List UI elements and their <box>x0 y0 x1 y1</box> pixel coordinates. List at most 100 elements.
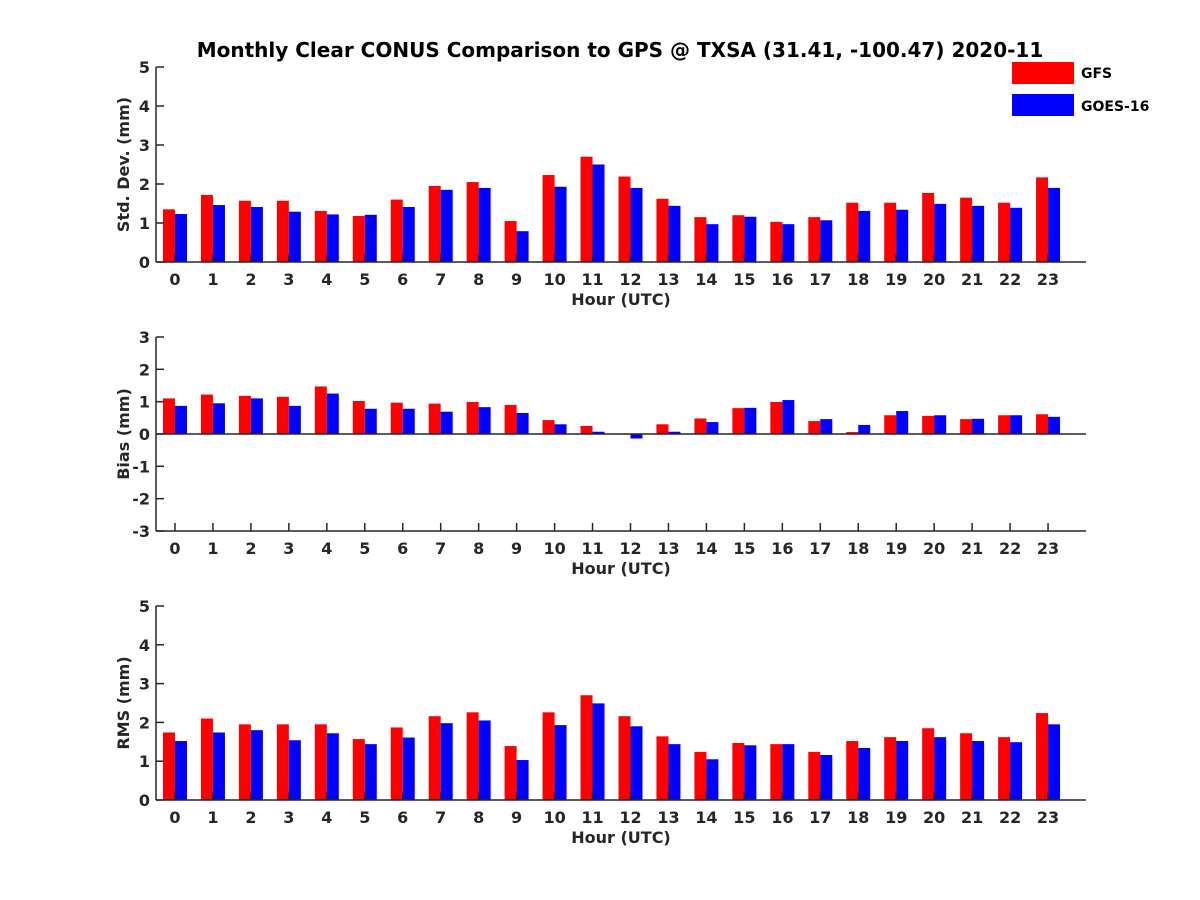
std-dev-x-tick-label: 10 <box>543 270 565 289</box>
rms-y-tick-label: 4 <box>139 636 150 655</box>
std-dev-bar-gfs-hour-12 <box>618 176 631 262</box>
rms-y-axis-label: RMS (mm) <box>114 656 133 749</box>
bias-bar-goes16-hour-14 <box>706 422 719 434</box>
bias-bar-goes16-hour-7 <box>440 411 453 434</box>
std-dev-x-tick-label: 18 <box>847 270 869 289</box>
bias-bar-gfs-hour-4 <box>314 386 327 434</box>
bias-x-tick-label: 6 <box>397 539 408 558</box>
std-dev-bar-goes16-hour-18 <box>858 210 871 262</box>
rms-bar-gfs-hour-14 <box>694 751 707 800</box>
rms-x-axis-label: Hour (UTC) <box>571 828 671 847</box>
rms-x-tick-label: 22 <box>999 808 1021 827</box>
rms-x-tick-label: 23 <box>1037 808 1059 827</box>
rms-x-tick-label: 19 <box>885 808 907 827</box>
chart-title: Monthly Clear CONUS Comparison to GPS @ … <box>197 38 1044 62</box>
rms-x-tick-label: 7 <box>435 808 446 827</box>
bias-x-tick-label: 21 <box>961 539 983 558</box>
bias-bar-gfs-hour-22 <box>998 415 1011 434</box>
rms-x-tick-label: 10 <box>543 808 565 827</box>
bias-y-tick-label: -2 <box>132 490 150 509</box>
std-dev-bar-goes16-hour-16 <box>782 224 795 262</box>
bias-bar-goes16-hour-18 <box>858 424 871 434</box>
legend-label-gfs: GFS <box>1081 66 1112 82</box>
rms-bar-goes16-hour-9 <box>516 760 529 800</box>
std-dev-bar-gfs-hour-9 <box>504 221 517 262</box>
std-dev-x-axis-label: Hour (UTC) <box>571 290 671 309</box>
bias-bar-gfs-hour-1 <box>200 394 213 434</box>
bias-x-tick-label: 5 <box>359 539 370 558</box>
rms-bar-goes16-hour-20 <box>934 737 947 800</box>
bias-bar-goes16-hour-17 <box>820 419 833 434</box>
rms-x-tick-label: 16 <box>771 808 793 827</box>
bias-x-tick-label: 10 <box>543 539 565 558</box>
std-dev-bar-goes16-hour-8 <box>478 187 491 262</box>
rms-y-tick-label: 3 <box>139 675 150 694</box>
bias-x-tick-label: 2 <box>245 539 256 558</box>
rms-bar-gfs-hour-6 <box>390 727 403 800</box>
std-dev-x-tick-label: 23 <box>1037 270 1059 289</box>
rms-y-tick-label: 0 <box>139 791 150 810</box>
bias-x-axis-label: Hour (UTC) <box>571 559 671 578</box>
bias-x-tick-label: 11 <box>581 539 603 558</box>
bias-bar-goes16-hour-2 <box>250 398 263 434</box>
rms-bar-gfs-hour-10 <box>542 712 555 800</box>
bias-bar-goes16-hour-22 <box>1010 415 1023 434</box>
std-dev-bar-goes16-hour-0 <box>174 214 187 262</box>
bias-x-tick-label: 17 <box>809 539 831 558</box>
std-dev-bar-gfs-hour-8 <box>466 182 479 262</box>
bias-y-tick-label: -1 <box>132 457 150 476</box>
bias-x-tick-label: 0 <box>169 539 180 558</box>
std-dev-bar-gfs-hour-2 <box>238 200 251 262</box>
std-dev-x-tick-label: 1 <box>207 270 218 289</box>
bias-bar-goes16-hour-9 <box>516 412 529 434</box>
std-dev-bar-goes16-hour-22 <box>1010 207 1023 262</box>
bias-x-tick-label: 20 <box>923 539 945 558</box>
rms-bar-goes16-hour-11 <box>592 703 605 800</box>
bias-x-tick-label: 3 <box>283 539 294 558</box>
rms-bar-goes16-hour-4 <box>326 733 339 800</box>
rms-x-tick-label: 14 <box>695 808 717 827</box>
bias-bar-goes16-hour-6 <box>402 408 415 434</box>
std-dev-x-tick-label: 22 <box>999 270 1021 289</box>
std-dev-x-tick-label: 5 <box>359 270 370 289</box>
rms-bar-gfs-hour-15 <box>732 742 745 800</box>
rms-bar-goes16-hour-8 <box>478 720 491 800</box>
rms-bar-gfs-hour-2 <box>238 724 251 800</box>
bias-bar-goes16-hour-0 <box>174 405 187 434</box>
bias-bar-gfs-hour-8 <box>466 401 479 434</box>
rms-x-tick-label: 21 <box>961 808 983 827</box>
rms-x-tick-label: 20 <box>923 808 945 827</box>
rms-bar-gfs-hour-12 <box>618 716 631 800</box>
bias-bar-goes16-hour-16 <box>782 400 795 434</box>
bias-bar-goes16-hour-13 <box>668 431 681 434</box>
std-dev-bar-goes16-hour-7 <box>440 189 453 262</box>
std-dev-bar-gfs-hour-22 <box>998 202 1011 262</box>
bias-bar-goes16-hour-23 <box>1048 416 1061 434</box>
rms-bar-gfs-hour-17 <box>808 751 821 800</box>
std-dev-x-tick-label: 3 <box>283 270 294 289</box>
std-dev-bar-gfs-hour-10 <box>542 175 555 262</box>
rms-bar-goes16-hour-21 <box>972 741 985 800</box>
rms-bar-goes16-hour-6 <box>402 737 415 800</box>
rms-x-tick-label: 18 <box>847 808 869 827</box>
rms-bar-goes16-hour-13 <box>668 744 681 800</box>
rms-bar-gfs-hour-8 <box>466 712 479 800</box>
bias-x-tick-label: 22 <box>999 539 1021 558</box>
bias-x-tick-label: 4 <box>321 539 332 558</box>
bias-x-tick-label: 16 <box>771 539 793 558</box>
std-dev-bar-goes16-hour-4 <box>326 214 339 262</box>
rms-x-tick-label: 11 <box>581 808 603 827</box>
rms-bar-gfs-hour-4 <box>314 724 327 800</box>
legend-swatch-goes16 <box>1012 94 1074 116</box>
bias-bar-gfs-hour-20 <box>922 415 935 434</box>
std-dev-bar-goes16-hour-12 <box>630 187 643 262</box>
std-dev-bar-gfs-hour-3 <box>276 200 289 262</box>
bias-y-tick-label: 1 <box>139 393 150 412</box>
rms-x-tick-label: 12 <box>619 808 641 827</box>
bias-bar-gfs-hour-19 <box>884 415 897 434</box>
bias-bar-goes16-hour-21 <box>972 418 985 434</box>
rms-x-tick-label: 13 <box>657 808 679 827</box>
rms-bar-goes16-hour-0 <box>174 741 187 800</box>
bias-bar-goes16-hour-15 <box>744 407 757 434</box>
